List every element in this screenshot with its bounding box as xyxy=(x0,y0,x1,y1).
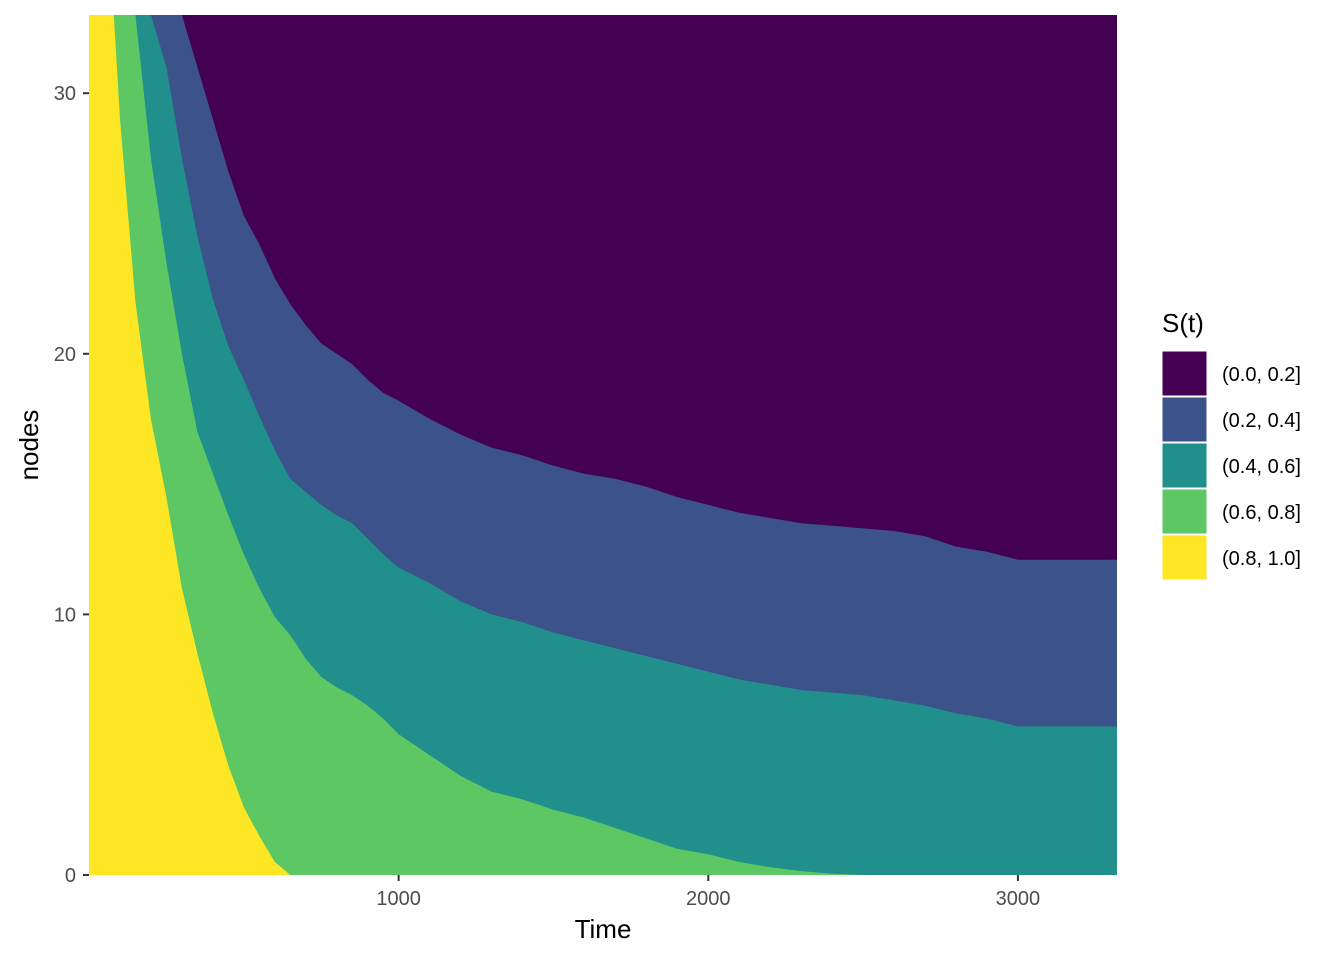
legend-swatch xyxy=(1161,534,1208,581)
x-axis: 1000 2000 3000 xyxy=(376,875,1040,910)
legend-swatch xyxy=(1161,350,1208,397)
y-tick-label: 30 xyxy=(54,83,76,105)
x-axis-title: Time xyxy=(575,914,632,944)
area-series-3 xyxy=(89,15,1117,875)
legend-title: S(t) xyxy=(1162,308,1204,338)
legend-swatch xyxy=(1161,488,1208,535)
y-tick-label: 20 xyxy=(54,344,76,366)
y-tick-label: 10 xyxy=(54,604,76,626)
x-tick-label: 1000 xyxy=(376,888,421,910)
plot-area xyxy=(89,15,1117,875)
legend-swatch xyxy=(1161,442,1208,489)
area-series-5 xyxy=(89,15,1117,875)
legend-label: (0.2, 0.4] xyxy=(1222,410,1301,432)
x-tick-label: 2000 xyxy=(686,888,731,910)
legend-label: (0.6, 0.8] xyxy=(1222,502,1301,524)
y-axis: 0 10 20 30 xyxy=(54,83,89,887)
legend: S(t) (0.0, 0.2] (0.2, 0.4] (0.4, 0.6] (0.6,… xyxy=(1161,308,1301,581)
x-tick-label: 3000 xyxy=(996,888,1041,910)
y-axis-title: nodes xyxy=(14,410,44,481)
legend-swatch xyxy=(1161,396,1208,443)
legend-label: (0.0, 0.2] xyxy=(1222,364,1301,386)
y-tick-label: 0 xyxy=(65,865,76,887)
legend-label: (0.8, 1.0] xyxy=(1222,548,1301,570)
legend-label: (0.4, 0.6] xyxy=(1222,456,1301,478)
